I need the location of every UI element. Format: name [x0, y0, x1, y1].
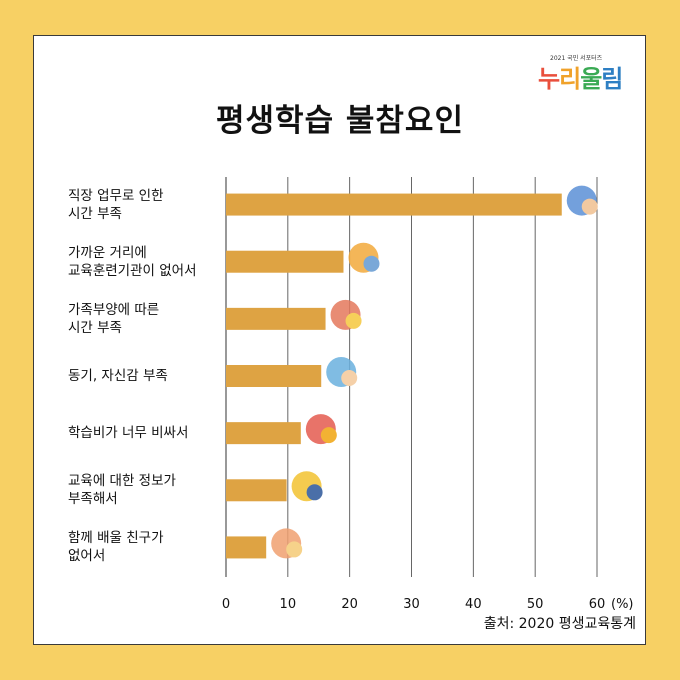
page-title: 평생학습 불참요인: [216, 103, 464, 139]
category-label: 가까운 거리에 교육훈련기관이 없어서: [68, 244, 197, 279]
category-label: 직장 업무로 인한 시간 부족: [68, 187, 164, 222]
bar: [226, 479, 287, 502]
x-tick-label: 40: [465, 597, 482, 612]
logo-char: 림: [601, 65, 623, 93]
bar: [226, 193, 562, 216]
x-tick-label: 50: [527, 597, 544, 612]
x-tick-label: 30: [403, 597, 420, 612]
category-label: 교육에 대한 정보가 부족해서: [68, 473, 176, 508]
info-laptop-icon: [291, 471, 323, 502]
bar: [226, 307, 326, 330]
x-tick-label: 60: [589, 597, 606, 612]
category-label: 함께 배울 친구가 없어서: [68, 530, 164, 565]
handshake-briefcase-icon: [566, 185, 598, 216]
source-note: 출처: 2020 평생교육통계: [483, 616, 636, 632]
friends-icon: [271, 528, 303, 559]
bar: [226, 365, 322, 387]
logo-char: 울: [580, 65, 602, 93]
logo-char: 누: [538, 65, 560, 93]
logo-small-text: 2021 국민 서포터즈: [550, 55, 603, 62]
bar: [226, 250, 344, 273]
logo: 2021 국민 서포터즈 누리울림: [538, 53, 633, 103]
logo-main-text: 누리울림: [538, 59, 623, 94]
money-bag-icon: [305, 414, 337, 445]
businessman-idea-icon: [326, 357, 358, 387]
category-label: 가족부양에 따른 시간 부족: [68, 301, 160, 336]
x-tick-label: 20: [341, 597, 358, 612]
chart-card: [33, 35, 646, 645]
buildings-icon: [348, 242, 380, 273]
x-unit-label: (%): [611, 597, 634, 612]
category-label: 동기, 자신감 부족: [68, 368, 168, 384]
x-tick-label: 10: [280, 597, 297, 612]
x-tick-label: 0: [222, 597, 230, 612]
bar: [226, 536, 267, 559]
bar: [226, 422, 301, 445]
category-label: 학습비가 너무 비싸서: [68, 425, 189, 442]
family-icon: [330, 299, 362, 330]
logo-char: 리: [559, 65, 581, 93]
